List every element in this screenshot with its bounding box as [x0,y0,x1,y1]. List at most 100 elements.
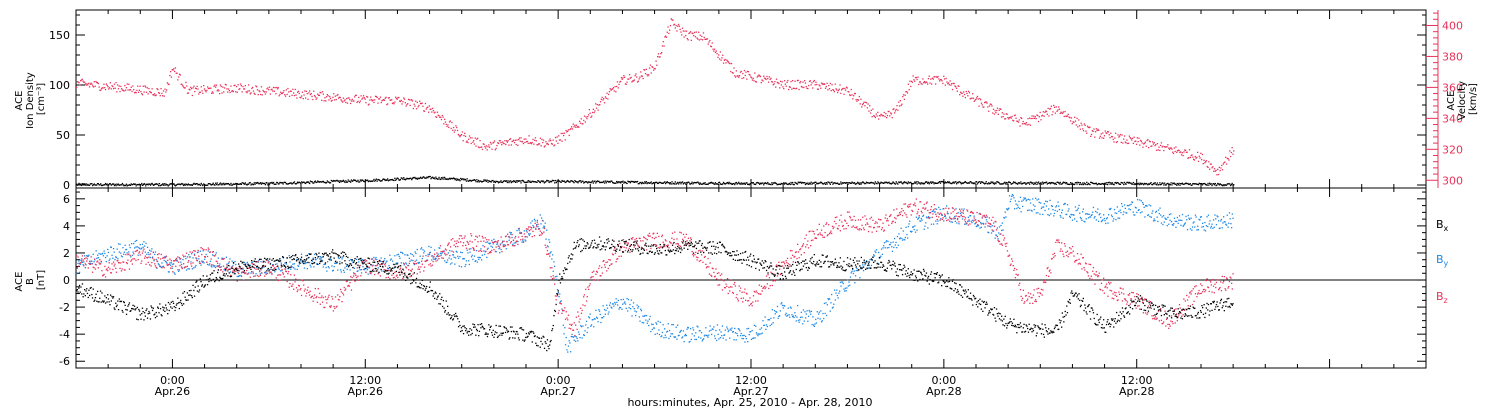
by-point [587,327,589,329]
by-point [1199,216,1202,218]
density-point [335,180,337,182]
density-point [355,180,357,182]
density-point [929,182,931,184]
velocity-point [1189,156,1191,159]
by-point [626,297,628,300]
by-point [1116,206,1118,208]
velocity-point [250,92,252,94]
bz-point [172,260,175,262]
velocity-point [943,75,945,77]
velocity-point [1095,128,1097,130]
density-point [157,183,159,185]
by-point [1095,219,1097,221]
density-point [661,182,664,184]
bz-point [188,256,191,258]
by-point [755,332,758,334]
bz-point [138,252,140,254]
bz-point [115,271,118,273]
by-point [635,314,637,317]
by-point [1122,213,1124,216]
velocity-point [129,89,131,91]
density-point [425,177,427,179]
density-point [1172,182,1174,184]
by-point [922,215,924,217]
density-point [1193,183,1195,185]
density-point [1136,183,1138,185]
velocity-point [501,144,503,146]
density-point [348,180,350,183]
density-point [95,184,97,186]
velocity-point [685,34,687,37]
density-point [558,180,561,182]
by-point [163,259,165,262]
velocity-point [616,81,619,83]
by-point [961,218,964,220]
by-point [674,336,677,338]
velocity-point [898,105,901,107]
density-point [170,183,172,185]
density-point [1143,182,1146,185]
by-point [1033,208,1035,211]
velocity-point [192,87,194,89]
by-point [542,227,544,229]
by-point [952,207,954,210]
density-point [287,183,289,185]
velocity-point [486,149,488,151]
by-point [943,220,945,222]
by-point [795,320,797,322]
velocity-point [733,67,735,69]
density-point [649,182,652,184]
density-point [693,182,695,184]
by-point [1108,214,1110,216]
by-point [884,247,886,249]
velocity-point [109,82,111,84]
density-point [680,183,682,185]
by-point [474,260,476,262]
density-point [1054,182,1056,184]
velocity-point [812,87,814,89]
velocity-point [542,141,544,144]
velocity-point [119,90,121,93]
density-point [1164,182,1166,184]
velocity-point [861,106,863,108]
by-point [326,270,328,272]
density-point [293,181,295,184]
by-point [219,266,222,268]
density-point [640,183,643,185]
density-point [269,182,271,184]
density-point [129,184,131,186]
velocity-point [867,103,869,105]
density-point [1094,182,1096,185]
velocity-point [684,30,686,32]
bz-point [171,265,173,268]
density-point [270,182,272,184]
velocity-point [928,75,930,77]
velocity-point [90,82,92,84]
velocity-point [533,143,535,145]
velocity-point [829,82,831,85]
by-point [384,262,387,265]
by-point [1057,201,1059,203]
velocity-point [830,90,832,92]
velocity-point [899,100,901,102]
by-point [570,336,572,338]
velocity-point [445,123,447,126]
density-point [1126,181,1128,184]
density-point [370,180,373,182]
by-point [840,285,842,287]
density-point [624,181,627,183]
velocity-ylabel: ACE Velocity [km/s] [1446,78,1479,120]
by-point [107,251,110,254]
density-point [917,181,919,183]
by-point [565,336,567,339]
by-point [1035,197,1037,199]
density-point [1074,183,1076,186]
by-point [211,266,213,268]
velocity-point [156,88,158,90]
by-point [1007,208,1009,210]
density-point [460,178,463,181]
density-point [837,182,839,184]
density-point [411,179,413,181]
by-point [495,251,497,253]
velocity-point [1141,142,1143,144]
